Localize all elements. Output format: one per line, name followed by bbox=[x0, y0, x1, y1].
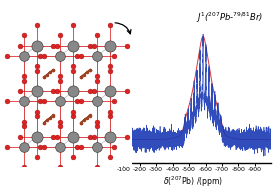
Text: $J^1$($^{207}$Pb-$^{79/81}$Br): $J^1$($^{207}$Pb-$^{79/81}$Br) bbox=[196, 10, 264, 25]
X-axis label: $\delta$($^{207}$Pb) /(ppm): $\delta$($^{207}$Pb) /(ppm) bbox=[163, 174, 223, 189]
